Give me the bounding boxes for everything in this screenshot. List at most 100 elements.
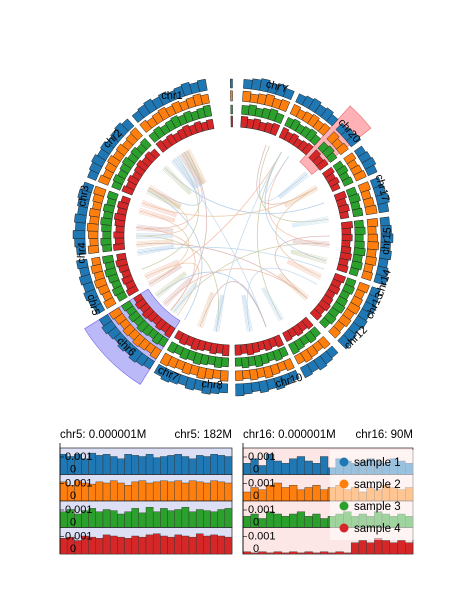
panel0-sample2-bar17 [182, 483, 189, 501]
panel0-sample4-bar8 [117, 537, 124, 554]
panel0-sample3-bar23 [225, 508, 232, 527]
panel1-sample1-bar9 [313, 463, 321, 474]
panel0-sample3-bar16 [175, 510, 182, 528]
panel0-row1-ytick-zero: 0 [70, 490, 76, 502]
panel0-sample1-bar20 [203, 457, 210, 475]
panel1-sample4-bar13 [343, 553, 351, 554]
panel1-sample4-bar21 [405, 543, 413, 554]
panel0-sample3-bar17 [182, 507, 189, 527]
legend-marker-4 [340, 524, 349, 533]
panel1-sample2-bar8 [305, 488, 313, 502]
panel0-sample2-bar19 [196, 482, 203, 501]
panel0-sample3-bar14 [160, 508, 167, 527]
panel1-sample1-bar10 [320, 457, 328, 475]
panel1-title-right: chr16: 90M [355, 429, 413, 441]
panel1-sample2-bar5 [282, 488, 290, 502]
panel1-sample3-bar5 [282, 516, 290, 527]
panel1-sample4-bar8 [305, 552, 313, 554]
panel0-sample2-bar6 [103, 483, 110, 501]
panel0-sample4-bar5 [96, 538, 103, 554]
panel0-sample4-bar18 [189, 537, 196, 554]
panel0-sample1-bar9 [125, 454, 132, 474]
panel0-sample1-bar19 [196, 455, 203, 474]
panel1-sample2-bar10 [320, 490, 328, 501]
panel0-sample4-bar10 [132, 536, 139, 554]
panel0-sample2-bar21 [211, 481, 218, 501]
panel0-sample3-bar21 [211, 512, 218, 528]
panel1-sample4-bar6 [289, 552, 297, 554]
panel1-sample4-bar7 [297, 553, 305, 554]
panel0-sample4-bar6 [103, 535, 110, 554]
panel1-sample4-bar12 [336, 552, 344, 554]
panel1-sample4-bar2 [258, 552, 266, 554]
panel0-sample4-bar17 [182, 536, 189, 554]
panel0-sample4-bar20 [203, 536, 210, 554]
panel0-sample1-bar22 [218, 455, 225, 474]
panel1-sample4-bar0 [243, 552, 251, 554]
panel0-sample1-bar8 [117, 459, 124, 475]
panel0-sample3-bar10 [132, 508, 139, 527]
panel1-row1-ytick-zero: 0 [253, 490, 259, 502]
panel1-row2-ytick-zero: 0 [253, 517, 259, 529]
panel0-sample4-bar21 [211, 535, 218, 554]
panel0-title-right: chr5: 182M [174, 429, 232, 441]
panel0-sample4-bar12 [146, 535, 153, 554]
panel0-sample4-bar23 [225, 537, 232, 554]
panel0-sample3-bar19 [196, 510, 203, 528]
panel1-sample4-bar17 [374, 538, 382, 554]
panel0-row1-ytick-top: 0.001 [65, 478, 93, 490]
panel0-sample4-bar19 [196, 534, 203, 554]
legend-label-4: sample 4 [354, 523, 401, 535]
panel1-sample4-bar19 [390, 543, 398, 554]
panel0-sample3-bar20 [203, 511, 210, 528]
panel0-sample3-bar7 [110, 511, 117, 528]
panel1-sample1-bar4 [274, 461, 282, 475]
panel0-sample3-bar5 [96, 512, 103, 528]
legend-label-1: sample 1 [354, 457, 401, 469]
legend-marker-1 [340, 458, 349, 467]
panel0-sample1-bar14 [160, 457, 167, 475]
panel0-sample2-bar18 [189, 481, 196, 501]
panel1-sample4-bar15 [359, 541, 367, 555]
panel0-sample2-bar10 [132, 482, 139, 501]
panel0-sample3-bar9 [125, 512, 132, 528]
panel1-sample2-bar7 [297, 490, 305, 501]
panel0-sample3-bar15 [168, 511, 175, 528]
panel0-sample2-bar9 [125, 485, 132, 501]
panel1-sample1-bar8 [305, 461, 313, 475]
panel1-sample4-bar5 [282, 553, 290, 554]
panel1-sample2-bar0 [243, 492, 251, 501]
panel0-row2-ytick-zero: 0 [70, 517, 76, 529]
panel0-row0-ytick-zero: 0 [70, 464, 76, 476]
panel0-sample1-bar18 [189, 459, 196, 475]
panel0-sample2-bar15 [168, 482, 175, 501]
legend-label-2: sample 2 [354, 479, 401, 491]
panel1-sample3-bar9 [313, 514, 321, 528]
panel0-sample1-bar10 [132, 455, 139, 474]
panel0-title-left: chr5: 0.000001M [60, 429, 146, 441]
panel0-sample4-bar9 [125, 538, 132, 554]
panel0-sample2-bar14 [160, 481, 167, 501]
panel0-row3-ytick-top: 0.001 [65, 531, 93, 543]
panel0-sample2-bar12 [146, 483, 153, 501]
panel0-sample1-bar16 [175, 454, 182, 474]
panel0-sample1-bar13 [153, 458, 160, 475]
panel1-sample3-bar10 [320, 519, 328, 528]
panel1-row0-ytick-zero: 0 [253, 464, 259, 476]
panel0-sample1-bar5 [96, 455, 103, 474]
panel0-sample2-bar5 [96, 482, 103, 501]
panel1-sample3-bar2 [258, 519, 266, 528]
panel1-row2-ytick-top: 0.001 [248, 504, 276, 516]
panel0-sample3-bar11 [139, 513, 146, 528]
panel0-sample2-bar20 [203, 483, 210, 501]
panel1-sample1-bar6 [289, 459, 297, 475]
panel1-sample2-bar2 [258, 490, 266, 501]
panel0-sample2-bar11 [139, 481, 146, 501]
panel0-sample3-bar22 [218, 510, 225, 528]
panel0-sample2-bar8 [117, 483, 124, 501]
panel0-sample3-bar13 [153, 512, 160, 528]
panel1-row1-ytick-top: 0.001 [248, 478, 276, 490]
panel0-sample1-bar17 [182, 457, 189, 475]
